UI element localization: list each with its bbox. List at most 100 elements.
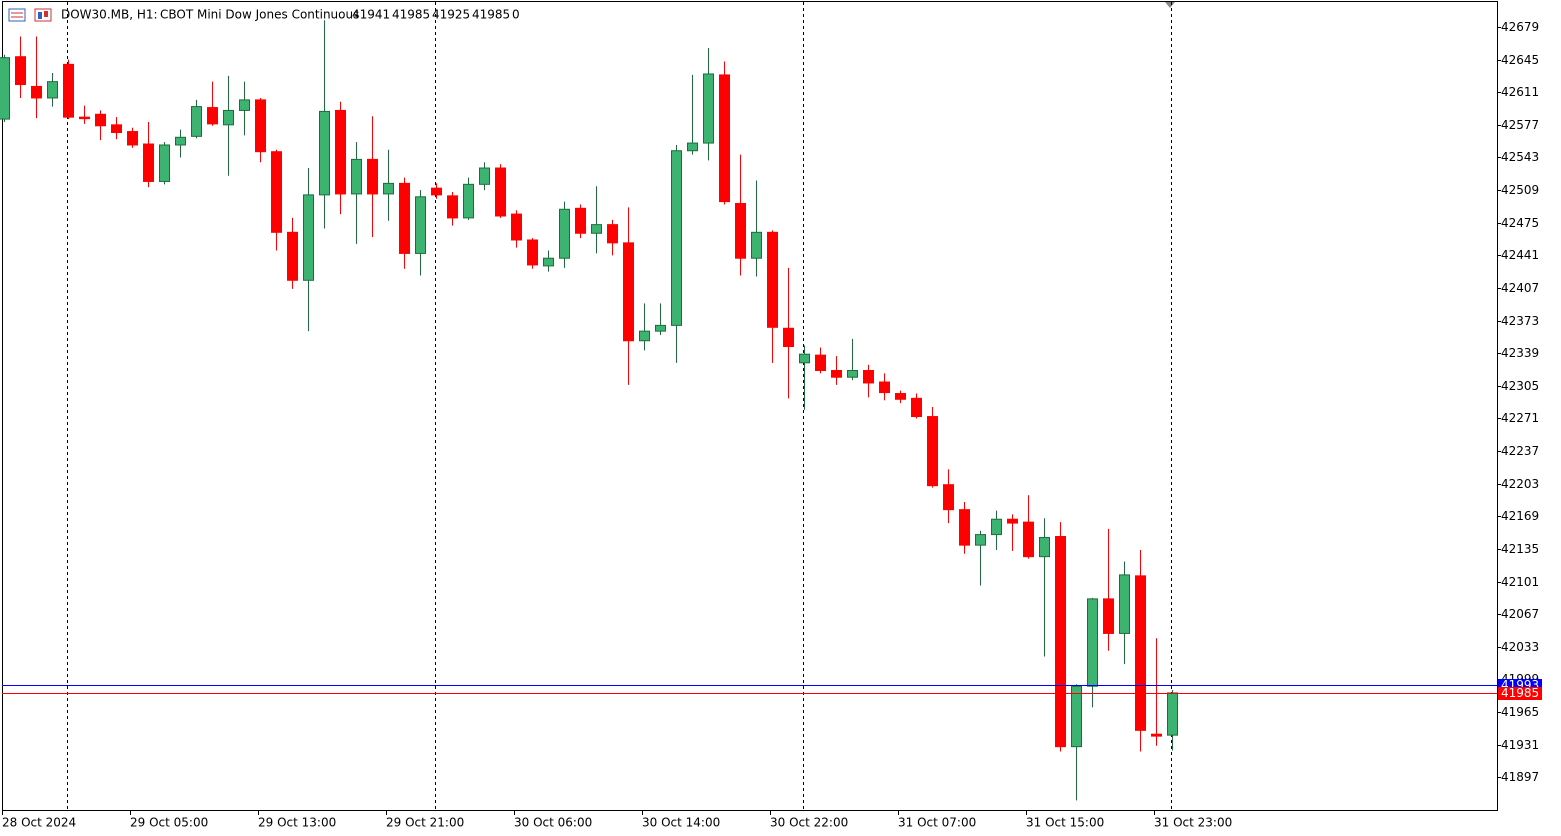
candle-body — [159, 144, 170, 182]
candle-body — [303, 194, 314, 281]
candle-body — [495, 167, 506, 217]
y-tick-label: 42441 — [1501, 248, 1539, 262]
y-tick-label: 42611 — [1501, 85, 1539, 99]
ohlc-open: 41941 — [352, 8, 390, 22]
ohlc-close: 41985 — [472, 8, 510, 22]
candle-body — [1023, 521, 1034, 558]
x-tick-label: 29 Oct 13:00 — [258, 816, 336, 830]
candle-body — [479, 167, 490, 185]
candle-body — [959, 509, 970, 546]
y-tick-label: 42203 — [1501, 477, 1539, 491]
candle-body — [815, 354, 826, 371]
y-tick-label: 42033 — [1501, 640, 1539, 654]
candle-body — [703, 73, 714, 144]
x-tick-label: 28 Oct 2024 — [2, 816, 76, 830]
candle-body — [655, 324, 666, 332]
toolbar-icons — [8, 8, 52, 22]
candle-body — [351, 158, 362, 195]
candle-body — [911, 397, 922, 418]
y-tick-label: 42679 — [1501, 20, 1539, 34]
y-tick-label: 42169 — [1501, 509, 1539, 523]
candle-body — [975, 534, 986, 546]
candle-body — [271, 151, 282, 233]
icon — [38, 12, 42, 19]
candle-body — [111, 124, 122, 134]
candle-body — [511, 213, 522, 241]
candle-body — [335, 109, 346, 195]
candle-body — [223, 109, 234, 126]
x-tick-label: 31 Oct 23:00 — [1154, 816, 1232, 830]
candle-body — [447, 195, 458, 219]
icon — [44, 11, 48, 17]
candle-body — [543, 257, 554, 267]
candle-body — [15, 56, 26, 86]
candle-body — [1119, 574, 1130, 634]
y-tick-label: 42237 — [1501, 444, 1539, 458]
y-tick-label: 41965 — [1501, 705, 1539, 719]
candle-body — [1167, 692, 1178, 736]
y-tick-label: 42407 — [1501, 281, 1539, 295]
x-tick-label: 30 Oct 14:00 — [642, 816, 720, 830]
ohlc-low: 41925 — [432, 8, 470, 22]
candle-body — [31, 85, 42, 99]
y-tick-label: 42067 — [1501, 607, 1539, 621]
y-tick-label: 42509 — [1501, 183, 1539, 197]
x-tick-label: 30 Oct 22:00 — [770, 816, 848, 830]
y-tick-label: 42101 — [1501, 575, 1539, 589]
candle-body — [319, 110, 330, 196]
price-label: 41985 — [1501, 686, 1539, 700]
plot-frame — [2, 1, 1498, 811]
description: CBOT Mini Dow Jones Continuous — [160, 8, 359, 22]
x-tick-label: 30 Oct 06:00 — [514, 816, 592, 830]
y-tick-label: 42271 — [1501, 411, 1539, 425]
candle-body — [863, 369, 874, 384]
y-tick-label: 42645 — [1501, 53, 1539, 67]
candle-body — [991, 518, 1002, 536]
price-label-box — [1498, 687, 1542, 700]
candle-body — [623, 242, 634, 342]
candle-body — [383, 182, 394, 195]
y-tick-label: 41897 — [1501, 770, 1539, 784]
candle-body — [1103, 598, 1114, 634]
candle-body — [175, 136, 186, 146]
y-tick-label: 41931 — [1501, 738, 1539, 752]
candle-body — [719, 74, 730, 203]
candle-body — [735, 203, 746, 259]
candle-body — [591, 224, 602, 234]
candle-body — [783, 327, 794, 348]
symbol: DOW30.MB, H1: — [61, 8, 158, 22]
candle-body — [207, 107, 218, 125]
candle-body — [463, 183, 474, 219]
icon — [8, 8, 26, 22]
candle-body — [687, 142, 698, 152]
icon — [34, 8, 52, 22]
candle-body — [879, 381, 890, 394]
x-tick-label: 31 Oct 07:00 — [898, 816, 976, 830]
candle-body — [767, 231, 778, 328]
candle-body — [575, 207, 586, 234]
candle-body — [559, 208, 570, 259]
candle-body — [1055, 536, 1066, 748]
candle-body — [127, 131, 138, 146]
candle-body — [239, 99, 250, 111]
shift-marker — [1165, 2, 1175, 8]
candle-body — [927, 416, 938, 487]
candle-body — [1135, 575, 1146, 731]
y-tick-label: 42475 — [1501, 216, 1539, 230]
candle-body — [847, 369, 858, 378]
candle-body — [1087, 598, 1098, 687]
volume: 0 — [512, 8, 520, 22]
x-tick-label: 29 Oct 05:00 — [130, 816, 208, 830]
candle-body — [639, 330, 650, 342]
candle-body — [47, 81, 58, 99]
candle-body — [79, 116, 90, 120]
x-tick-label: 29 Oct 21:00 — [386, 816, 464, 830]
y-tick-label: 42305 — [1501, 379, 1539, 393]
candle-body — [0, 57, 10, 120]
candle-body — [607, 224, 618, 244]
ohlc-high: 41985 — [392, 8, 430, 22]
candle-body — [799, 353, 810, 364]
candle-body — [431, 187, 442, 196]
